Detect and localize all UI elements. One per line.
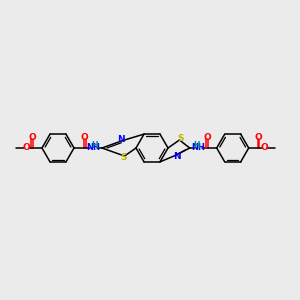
Text: S: S	[177, 134, 184, 143]
Text: O: O	[261, 143, 268, 152]
Text: O: O	[28, 133, 36, 142]
Text: O: O	[255, 133, 262, 142]
Text: O: O	[22, 143, 30, 152]
Text: O: O	[203, 133, 211, 142]
Text: NH: NH	[191, 143, 205, 152]
Text: H: H	[91, 141, 97, 150]
Text: N: N	[173, 152, 181, 161]
Text: H: H	[194, 141, 200, 150]
Text: O: O	[81, 133, 89, 142]
Text: N: N	[117, 135, 125, 144]
Text: S: S	[120, 152, 127, 161]
Text: NH: NH	[86, 143, 100, 152]
